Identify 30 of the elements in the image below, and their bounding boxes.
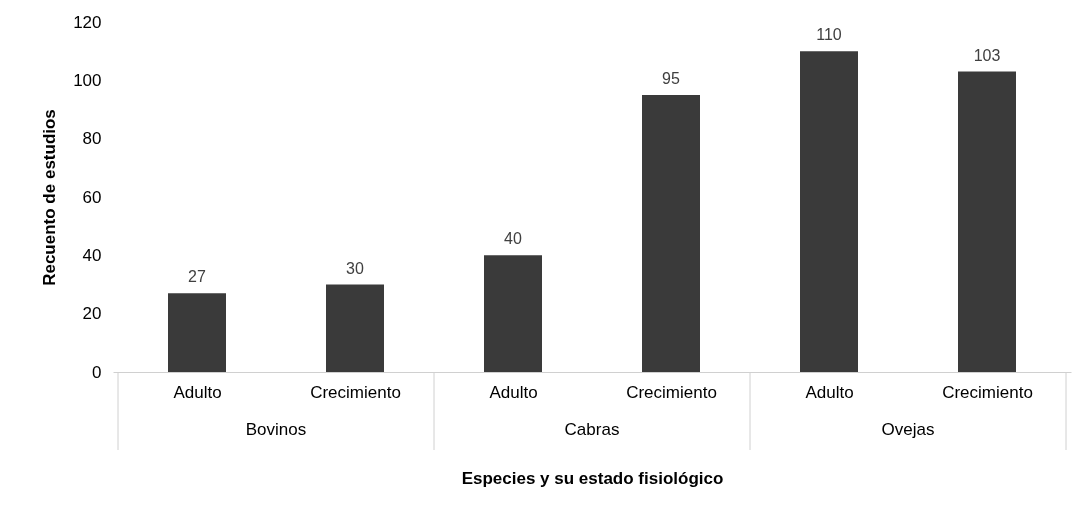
y-tick-label: 80 bbox=[82, 129, 102, 149]
x-tick-label: Crecimiento bbox=[942, 382, 1033, 402]
text: Cabras bbox=[564, 420, 620, 439]
data-label: 95 bbox=[662, 69, 680, 87]
bar bbox=[642, 94, 700, 372]
y-tick-label: 60 bbox=[82, 187, 102, 207]
y-axis-title: Recuento de estudios bbox=[40, 109, 60, 286]
x-tick-label: Crecimiento bbox=[626, 382, 717, 402]
bar bbox=[326, 284, 384, 372]
bar bbox=[958, 71, 1016, 372]
y-tick-label: 120 bbox=[73, 12, 102, 32]
x-tick-label: Adulto bbox=[805, 382, 854, 402]
data-label: 103 bbox=[973, 46, 1001, 64]
data-label: 27 bbox=[188, 268, 206, 286]
data-label: 30 bbox=[346, 259, 364, 277]
bar bbox=[484, 255, 542, 372]
x-tick-label: Adulto bbox=[173, 382, 222, 402]
y-tick-label: 0 bbox=[92, 362, 102, 382]
data-label: 40 bbox=[504, 230, 522, 248]
x-axis-title: Especies y su estado fisiológico bbox=[461, 468, 724, 488]
bar bbox=[168, 293, 226, 372]
bar bbox=[800, 51, 858, 372]
y-tick-label: 100 bbox=[73, 70, 102, 90]
y-tick-label: 20 bbox=[82, 304, 102, 324]
x-tick-label: Adulto bbox=[489, 382, 538, 402]
y-tick-label: 40 bbox=[82, 245, 102, 265]
text: Bovinos bbox=[245, 420, 307, 439]
text: Ovejas bbox=[881, 420, 935, 439]
x-tick-label: Crecimiento bbox=[310, 382, 401, 402]
data-label: 110 bbox=[816, 26, 842, 44]
